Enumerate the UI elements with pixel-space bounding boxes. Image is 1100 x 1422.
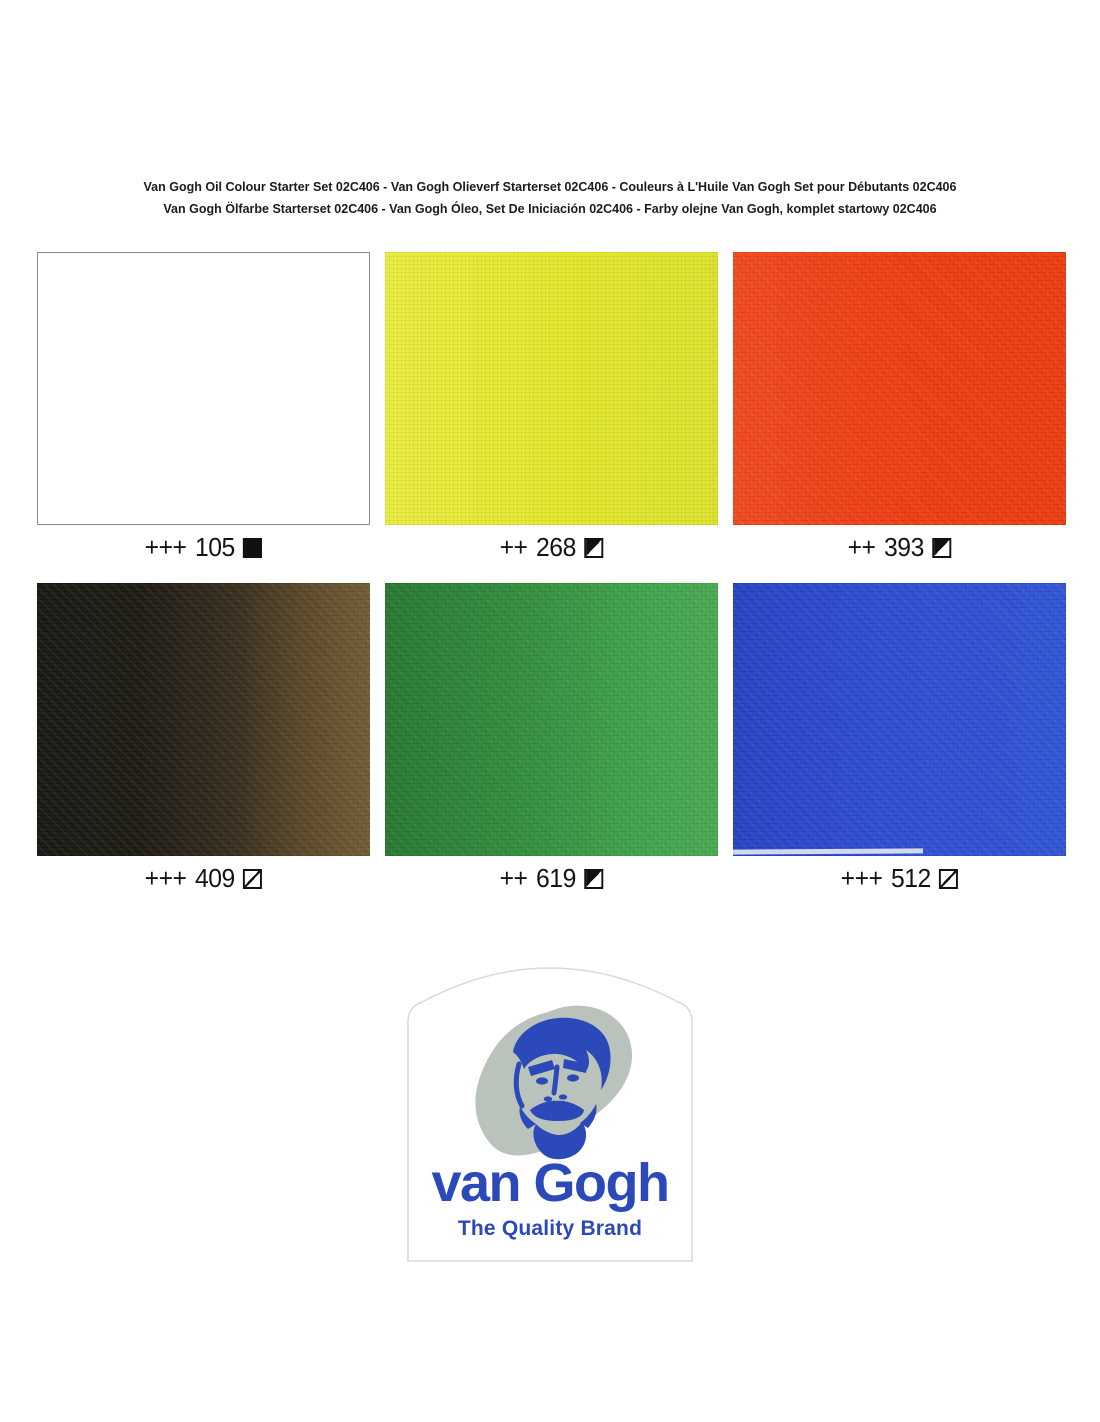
paint-swatch bbox=[385, 252, 718, 525]
brand-tagline: The Quality Brand bbox=[457, 1217, 643, 1240]
paint-edge-highlight bbox=[733, 848, 923, 855]
opacity-icon bbox=[243, 538, 263, 558]
lightfastness-rating: ++ bbox=[499, 862, 528, 893]
opacity-icon bbox=[939, 869, 959, 889]
lightfastness-rating: +++ bbox=[840, 862, 883, 893]
colour-code: 105 bbox=[195, 531, 235, 562]
opacity-icon bbox=[932, 538, 952, 558]
colour-code: 393 bbox=[884, 531, 924, 562]
lightfastness-rating: +++ bbox=[144, 531, 187, 562]
product-title-line-2: Van Gogh Ölfarbe Starterset 02C406 - Van… bbox=[163, 202, 937, 216]
colour-code: 512 bbox=[891, 862, 931, 893]
swatch-cell: +++ 409 bbox=[37, 583, 370, 894]
canvas-texture bbox=[733, 252, 1066, 525]
swatch-label: +++ 105 bbox=[45, 531, 361, 563]
swatch-cell: +++ 512 bbox=[733, 583, 1066, 894]
lightfastness-rating: ++ bbox=[847, 531, 876, 562]
paint-swatch bbox=[37, 583, 370, 856]
van-gogh-logo-icon bbox=[407, 967, 693, 1262]
swatch-label: ++ 619 bbox=[393, 862, 709, 894]
lightfastness-rating: ++ bbox=[499, 531, 528, 562]
opacity-icon bbox=[243, 869, 263, 889]
paint-swatch bbox=[733, 583, 1066, 856]
swatch-label: +++ 409 bbox=[45, 862, 361, 894]
swatch-cell: ++ 619 bbox=[385, 583, 718, 894]
swatch-cell: +++ 105 bbox=[37, 252, 370, 563]
paint-swatch bbox=[37, 252, 370, 525]
swatch-cell: ++ 393 bbox=[733, 252, 1066, 563]
colour-code: 409 bbox=[195, 862, 235, 893]
brand-logo-card: van Gogh The Quality Brand bbox=[406, 960, 694, 1262]
colour-code: 619 bbox=[536, 862, 576, 893]
opacity-icon bbox=[584, 538, 604, 558]
van-gogh-face-icon bbox=[513, 1017, 611, 1160]
swatch-label: +++ 512 bbox=[741, 862, 1057, 894]
product-title-line-1: Van Gogh Oil Colour Starter Set 02C406 -… bbox=[143, 180, 957, 194]
canvas-texture bbox=[37, 583, 370, 856]
brand-wordmark: van Gogh bbox=[431, 1153, 670, 1213]
canvas-texture bbox=[733, 583, 1066, 856]
paint-swatch bbox=[733, 252, 1066, 525]
swatch-cell: ++ 268 bbox=[385, 252, 718, 563]
opacity-icon bbox=[584, 869, 604, 889]
canvas-texture bbox=[385, 583, 718, 856]
swatch-label: ++ 268 bbox=[393, 531, 709, 563]
colour-code: 268 bbox=[536, 531, 576, 562]
swatch-label: ++ 393 bbox=[741, 531, 1057, 563]
face-lines-icon bbox=[513, 1061, 560, 1109]
canvas-texture bbox=[385, 252, 718, 525]
lightfastness-rating: +++ bbox=[144, 862, 187, 893]
paint-swatch bbox=[385, 583, 718, 856]
